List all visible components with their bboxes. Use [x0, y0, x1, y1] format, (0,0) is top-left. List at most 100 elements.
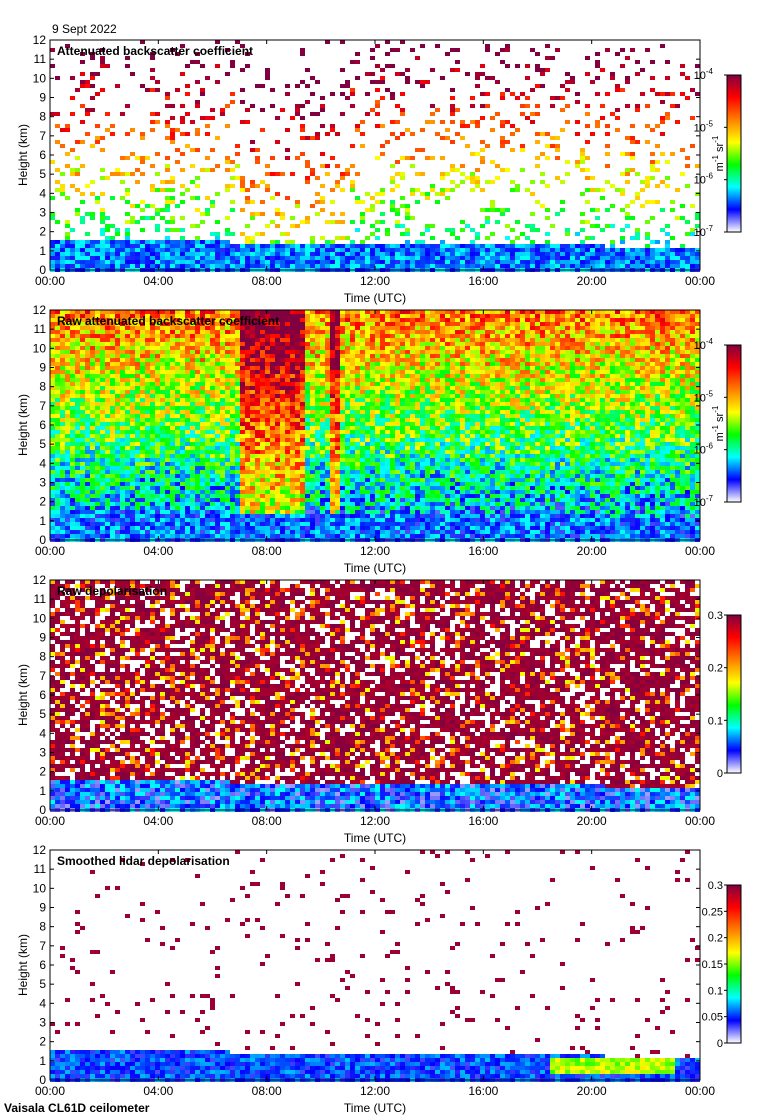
- heatmap-cell: [50, 358, 55, 362]
- heatmap-cell: [310, 390, 315, 394]
- heatmap-cell: [590, 322, 595, 326]
- heatmap-cell: [475, 338, 480, 342]
- heatmap-cell: [665, 260, 670, 264]
- heatmap-cell: [180, 382, 185, 386]
- heatmap-cell: [550, 136, 555, 140]
- heatmap-cell: [690, 354, 695, 358]
- heatmap-cell: [460, 334, 465, 338]
- heatmap-cell: [325, 240, 330, 244]
- heatmap-cell: [50, 64, 55, 68]
- heatmap-cell: [180, 394, 185, 398]
- heatmap-cell: [565, 72, 570, 76]
- heatmap-cell: [535, 252, 540, 256]
- heatmap-cell: [580, 370, 585, 374]
- heatmap-cell: [620, 390, 625, 394]
- heatmap-cell: [510, 248, 515, 252]
- heatmap-cell: [205, 394, 210, 398]
- heatmap-cell: [365, 330, 370, 334]
- heatmap-cell: [65, 318, 70, 322]
- heatmap-cell: [525, 260, 530, 264]
- heatmap-cell: [220, 362, 225, 366]
- heatmap-cell: [310, 346, 315, 350]
- heatmap-cell: [620, 172, 625, 176]
- heatmap-cell: [165, 124, 170, 128]
- heatmap-cell: [395, 172, 400, 176]
- heatmap-cell: [185, 244, 190, 248]
- heatmap-cell: [145, 326, 150, 330]
- heatmap-cell: [395, 386, 400, 390]
- heatmap-cell: [245, 224, 250, 228]
- heatmap-cell: [465, 256, 470, 260]
- heatmap-cell: [645, 310, 650, 314]
- heatmap-cell: [260, 318, 265, 322]
- heatmap-cell: [590, 374, 595, 378]
- heatmap-cell: [580, 314, 585, 318]
- heatmap-cell: [215, 322, 220, 326]
- heatmap-cell: [105, 358, 110, 362]
- heatmap-cell: [665, 334, 670, 338]
- heatmap-cell: [345, 318, 350, 322]
- heatmap-cell: [475, 366, 480, 370]
- heatmap-cell: [80, 370, 85, 374]
- heatmap-cell: [640, 330, 645, 334]
- heatmap-cell: [205, 156, 210, 160]
- heatmap-cell: [260, 386, 265, 390]
- heatmap-cell: [580, 338, 585, 342]
- heatmap-cell: [630, 260, 635, 264]
- heatmap-cell: [395, 264, 400, 268]
- heatmap-cell: [695, 224, 700, 228]
- heatmap-cell: [460, 120, 465, 124]
- heatmap-cell: [445, 346, 450, 350]
- heatmap-cell: [245, 310, 250, 314]
- heatmap-cell: [240, 248, 245, 252]
- heatmap-cell: [100, 220, 105, 224]
- heatmap-cell: [230, 378, 235, 382]
- heatmap-cell: [130, 128, 135, 132]
- heatmap-cell: [315, 390, 320, 394]
- heatmap-cell: [665, 112, 670, 116]
- heatmap-cell: [320, 338, 325, 342]
- heatmap-cell: [290, 318, 295, 322]
- heatmap-cell: [75, 366, 80, 370]
- heatmap-cell: [600, 346, 605, 350]
- heatmap-cell: [350, 164, 355, 168]
- heatmap-cell: [430, 252, 435, 256]
- heatmap-cell: [390, 248, 395, 252]
- heatmap-cell: [375, 80, 380, 84]
- heatmap-cell: [60, 390, 65, 394]
- heatmap-cell: [485, 378, 490, 382]
- heatmap-cell: [640, 338, 645, 342]
- heatmap-cell: [540, 84, 545, 88]
- heatmap-cell: [595, 318, 600, 322]
- heatmap-cell: [170, 342, 175, 346]
- heatmap-cell: [610, 240, 615, 244]
- heatmap-cell: [180, 256, 185, 260]
- heatmap-cell: [670, 326, 675, 330]
- heatmap-cell: [335, 394, 340, 398]
- heatmap-cell: [590, 208, 595, 212]
- heatmap-cell: [595, 334, 600, 338]
- heatmap-cell: [160, 244, 165, 248]
- heatmap-cell: [225, 322, 230, 326]
- heatmap-cell: [560, 310, 565, 314]
- heatmap-cell: [530, 264, 535, 268]
- heatmap-cell: [55, 362, 60, 366]
- heatmap-cell: [145, 260, 150, 264]
- heatmap-cell: [550, 104, 555, 108]
- heatmap-cell: [690, 314, 695, 318]
- heatmap-cell: [545, 370, 550, 374]
- heatmap-cell: [315, 310, 320, 314]
- heatmap-cell: [135, 394, 140, 398]
- heatmap-cell: [380, 350, 385, 354]
- heatmap-cell: [480, 310, 485, 314]
- heatmap-cell: [620, 350, 625, 354]
- heatmap-cell: [495, 310, 500, 314]
- heatmap-cell: [470, 240, 475, 244]
- heatmap-cell: [675, 362, 680, 366]
- heatmap-cell: [360, 220, 365, 224]
- heatmap-cell: [565, 244, 570, 248]
- heatmap-cell: [335, 236, 340, 240]
- heatmap-cell: [210, 108, 215, 112]
- heatmap-cell: [450, 366, 455, 370]
- heatmap-cell: [520, 374, 525, 378]
